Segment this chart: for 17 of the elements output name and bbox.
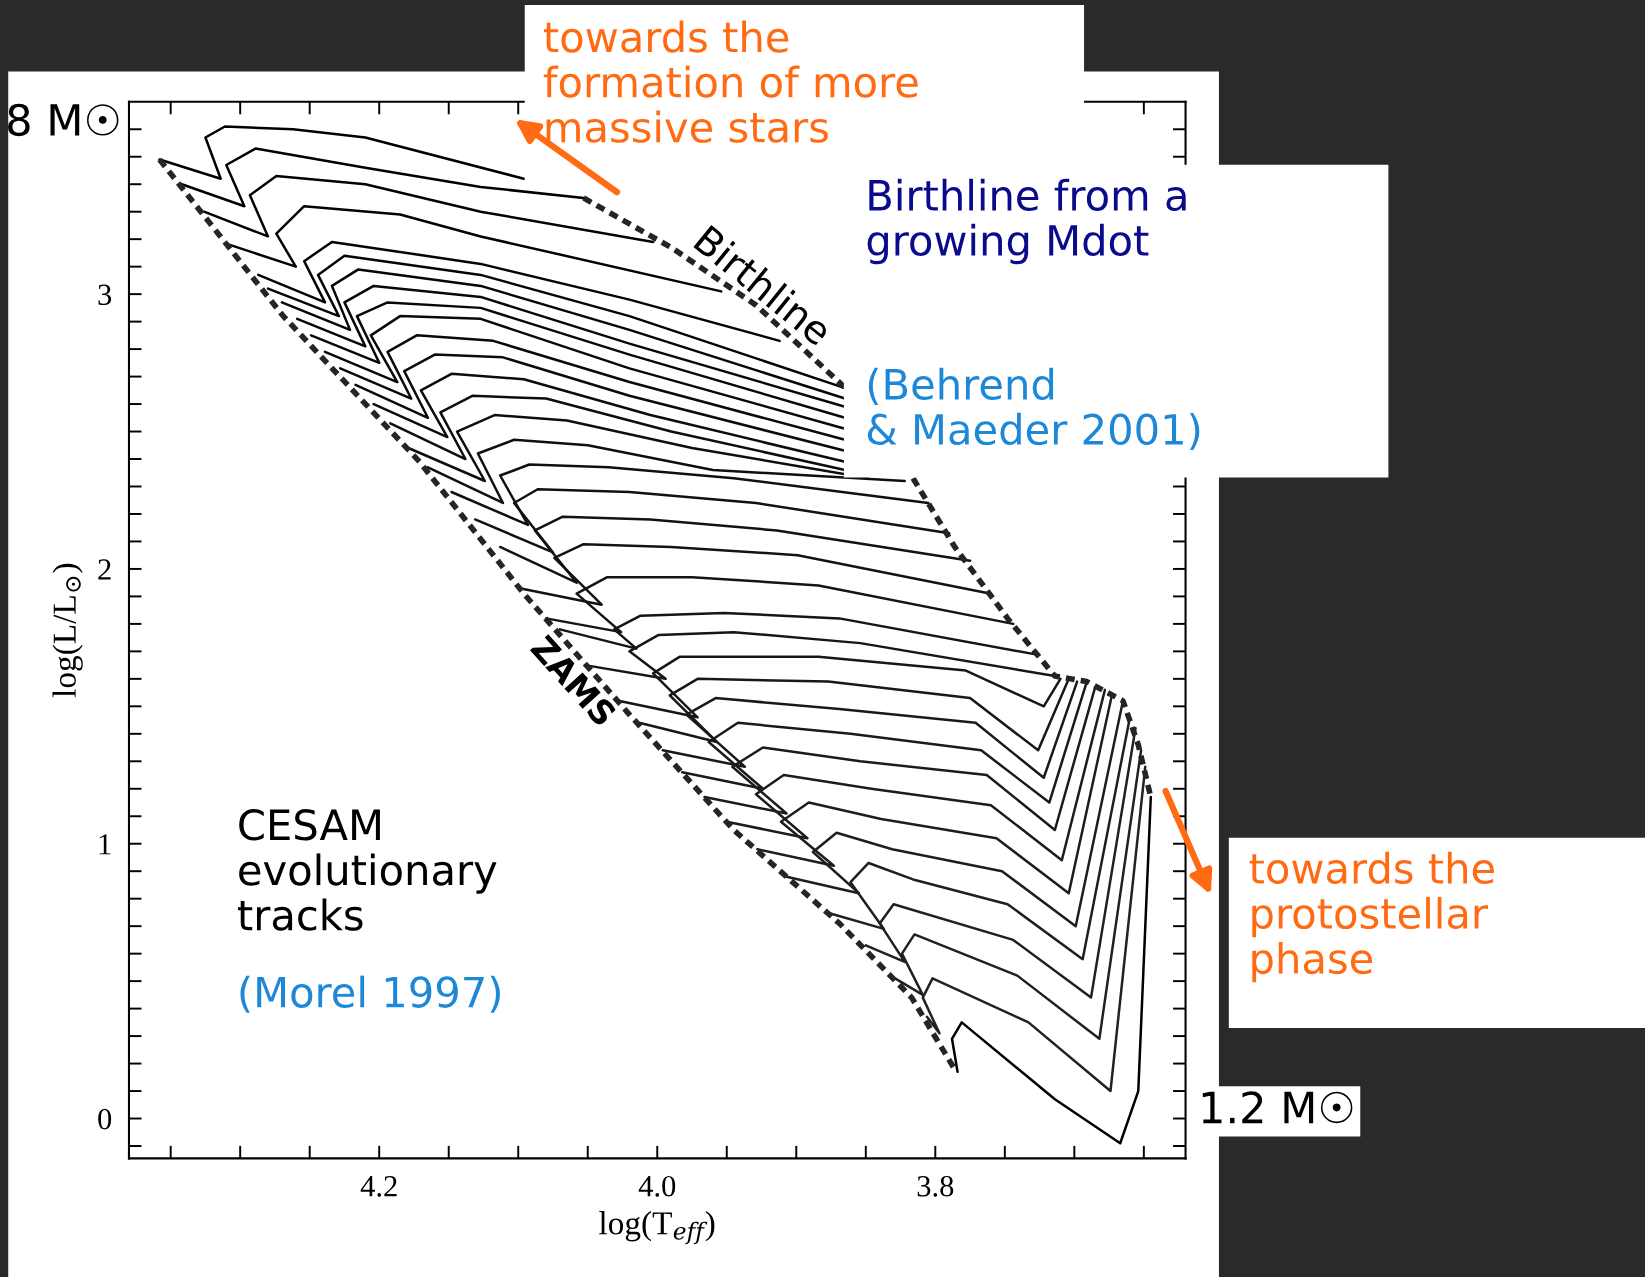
- x-axis-title: log(T$_{eff}$): [599, 1211, 715, 1245]
- x-tick-label: 4.0: [638, 1175, 676, 1197]
- annotation: CESAM evolutionary tracks: [238, 809, 497, 931]
- y-tick-label: 3: [98, 284, 112, 306]
- annotation: Birthline from a growing Mdot: [867, 178, 1186, 265]
- annotation: (Behrend & Maeder 2001): [867, 367, 1200, 451]
- series-label: 8 M☉: [8, 103, 119, 137]
- annotation: (Morel 1997): [240, 975, 500, 1013]
- legend-label: 1.2 M☉: [1202, 1091, 1353, 1124]
- annotation: towards the formation of more massive stars: [543, 20, 918, 143]
- x-tick-label: 3.8: [917, 1175, 954, 1197]
- y-tick-label: 1: [99, 834, 111, 855]
- x-tick-label: 4.2: [360, 1176, 397, 1197]
- y-tick-label: 0: [98, 1108, 112, 1130]
- text: towards the protostellar phase: [1249, 851, 1494, 983]
- y-axis-title: log(L/L$_{⊙}$): [52, 563, 83, 698]
- y-tick-label: 2: [98, 559, 111, 580]
